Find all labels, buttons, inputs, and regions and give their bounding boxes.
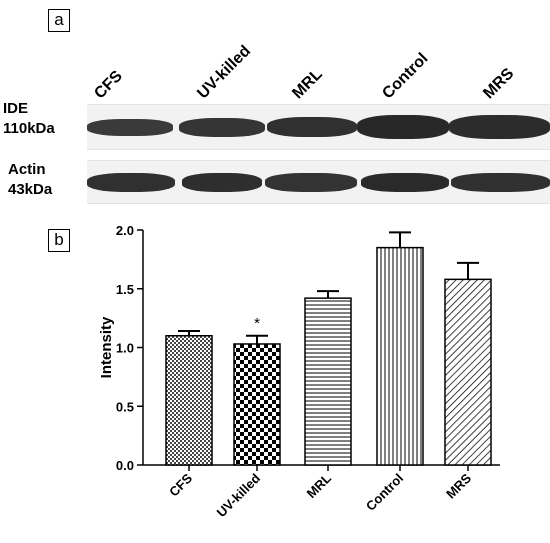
ide-blot-strip xyxy=(87,104,550,150)
panel-a-label: a xyxy=(48,9,70,32)
ide-band-mrs xyxy=(449,115,550,139)
actin-blot-strip xyxy=(87,160,550,204)
actin-row-weight: 43kDa xyxy=(8,181,53,198)
y-tick-label: 1.0 xyxy=(116,341,134,356)
actin-band-mrs xyxy=(451,173,550,192)
actin-band-control xyxy=(361,173,449,192)
bar-cfs xyxy=(165,335,213,466)
ide-row-name: IDE xyxy=(3,100,29,117)
ide-band-control xyxy=(357,115,449,139)
actin-row-name: Actin xyxy=(8,161,46,178)
panel-b-label: b xyxy=(48,229,70,252)
y-tick-label: 2.0 xyxy=(116,223,134,238)
x-tick-label: MRS xyxy=(443,470,474,501)
y-tick-label: 1.5 xyxy=(116,282,134,297)
bar-uv-killed xyxy=(233,343,281,466)
ide-row-weight: 110kDa xyxy=(3,120,55,137)
chart-bars xyxy=(165,246,492,466)
actin-band-mrl xyxy=(265,173,357,192)
x-tick-label: CFS xyxy=(166,470,195,499)
y-tick-label: 0.5 xyxy=(116,399,134,414)
x-tick-label: MRL xyxy=(304,470,335,501)
y-axis-title: Intensity xyxy=(98,316,115,378)
actin-band-cfs xyxy=(87,173,175,192)
ide-band-mrl xyxy=(267,117,357,137)
y-tick-label: 0.0 xyxy=(116,458,134,473)
ide-band-uv-killed xyxy=(179,118,265,137)
bar-control xyxy=(376,246,424,466)
bar-mrl xyxy=(304,297,352,466)
bar-mrs xyxy=(444,278,492,466)
x-tick-label: Control xyxy=(363,471,406,514)
chart-error-bars xyxy=(178,231,479,344)
actin-band-uv-killed xyxy=(182,173,262,192)
ide-band-cfs xyxy=(87,119,173,136)
significance-asterisk: * xyxy=(254,315,260,332)
x-tick-label: UV-killed xyxy=(214,470,263,519)
